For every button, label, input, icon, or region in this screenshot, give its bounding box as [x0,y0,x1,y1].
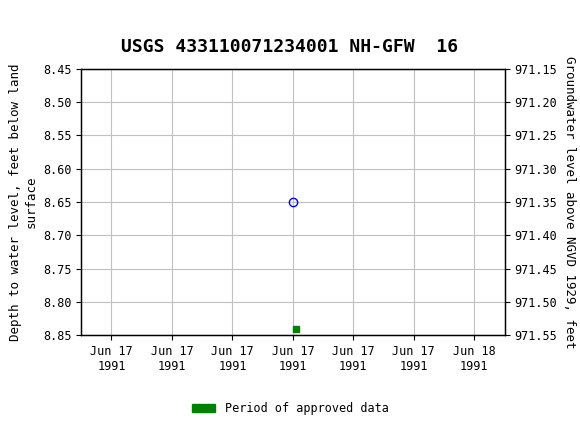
Text: USGS 433110071234001 NH-GFW  16: USGS 433110071234001 NH-GFW 16 [121,38,459,56]
Y-axis label: Groundwater level above NGVD 1929, feet: Groundwater level above NGVD 1929, feet [563,56,575,348]
Text: ≡USGS: ≡USGS [6,16,72,36]
Y-axis label: Depth to water level, feet below land
surface: Depth to water level, feet below land su… [9,63,38,341]
Legend: Period of approved data: Period of approved data [187,397,393,420]
